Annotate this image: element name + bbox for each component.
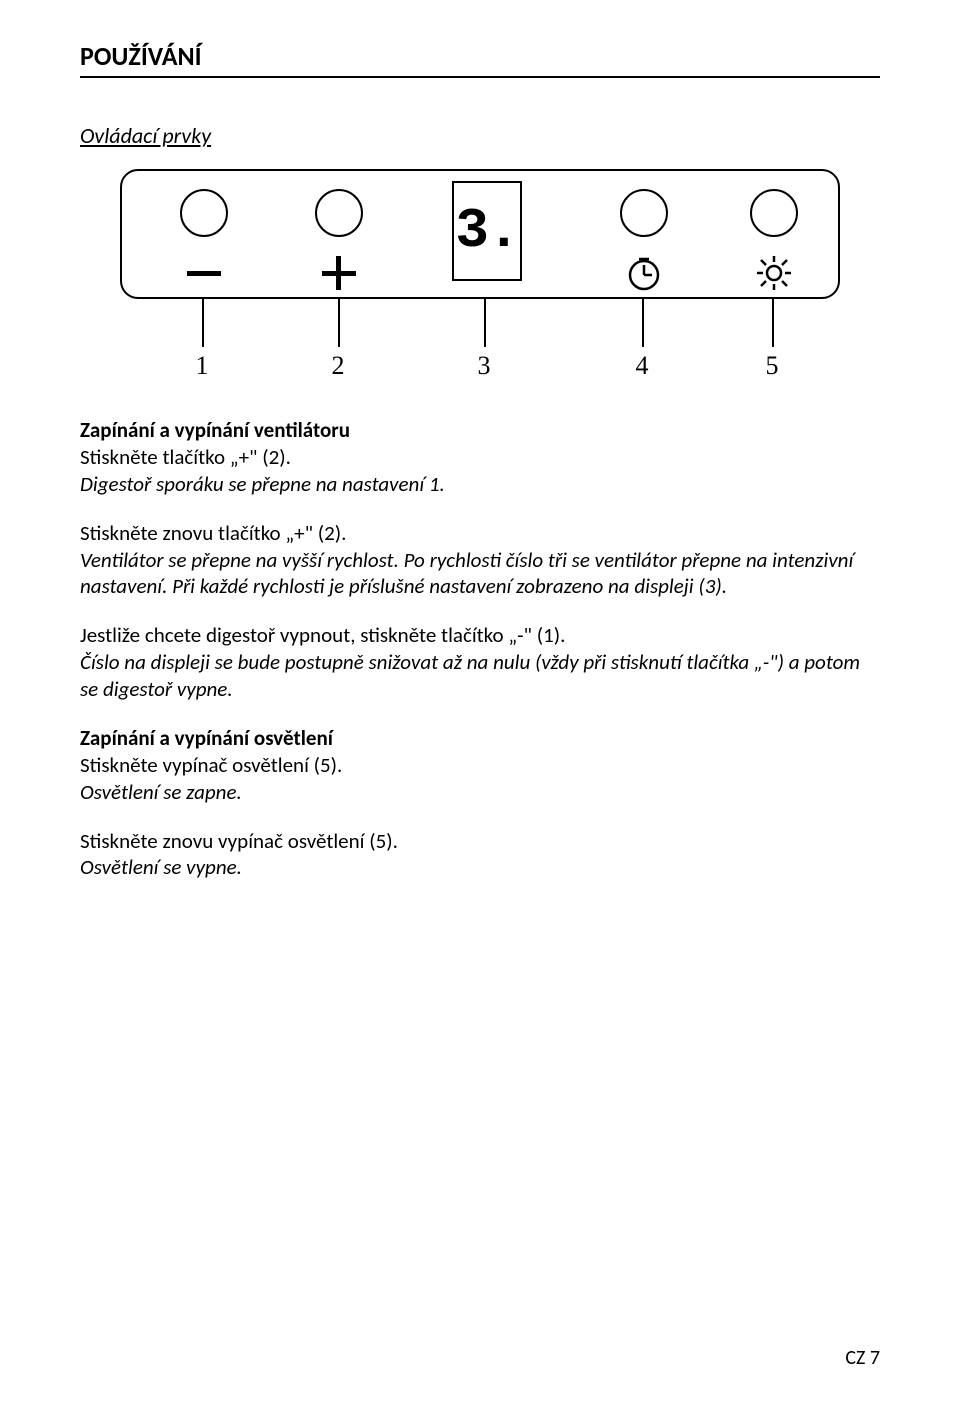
para: Stiskněte vypínač osvětlení (5). bbox=[80, 752, 880, 779]
para: Jestliže chcete digestoř vypnout, stiskn… bbox=[80, 622, 880, 649]
leader-lines: 1 2 3 4 5 bbox=[120, 299, 840, 389]
body-text: Zapínání a vypínání ventilátoru Stisknět… bbox=[80, 417, 880, 881]
leader-line bbox=[338, 299, 340, 347]
light-icon bbox=[754, 253, 794, 293]
leader-number: 3 bbox=[478, 351, 491, 381]
leader-number: 4 bbox=[636, 351, 649, 381]
page-footer: CZ 7 bbox=[845, 1346, 880, 1370]
para-italic: Číslo na displeji se bude postupně snižo… bbox=[80, 649, 880, 703]
timer-button bbox=[620, 189, 668, 237]
panel-outline: 3. bbox=[120, 169, 840, 299]
para: Stiskněte tlačítko „+" (2). bbox=[80, 444, 880, 471]
plus-icon bbox=[336, 256, 341, 290]
control-panel-diagram: 3. bbox=[120, 169, 840, 389]
light-button bbox=[750, 189, 798, 237]
leader-line bbox=[484, 299, 486, 347]
leader-line bbox=[642, 299, 644, 347]
leader-line bbox=[202, 299, 204, 347]
para-italic: Osvětlení se vypne. bbox=[80, 854, 880, 881]
section-title: POUŽÍVÁNÍ bbox=[80, 40, 880, 78]
para-italic: Digestoř sporáku se přepne na nastavení … bbox=[80, 471, 880, 498]
timer-icon bbox=[624, 253, 664, 293]
para-italic: Ventilátor se přepne na vyšší rychlost. … bbox=[80, 547, 880, 601]
heading-fan: Zapínání a vypínání ventilátoru bbox=[80, 417, 880, 444]
para-italic: Osvětlení se zapne. bbox=[80, 779, 880, 806]
para: Stiskněte znovu tlačítko „+" (2). bbox=[80, 520, 880, 547]
para: Stiskněte znovu vypínač osvětlení (5). bbox=[80, 828, 880, 855]
leader-number: 2 bbox=[332, 351, 345, 381]
display-value: 3. bbox=[462, 191, 512, 271]
leader-number: 5 bbox=[766, 351, 779, 381]
minus-button bbox=[180, 189, 228, 237]
display: 3. bbox=[452, 181, 522, 281]
subsection-heading: Ovládací prvky bbox=[80, 122, 880, 149]
leader-line bbox=[772, 299, 774, 347]
minus-icon bbox=[187, 271, 221, 276]
leader-number: 1 bbox=[196, 351, 209, 381]
heading-light: Zapínání a vypínání osvětlení bbox=[80, 725, 880, 752]
plus-button bbox=[315, 189, 363, 237]
